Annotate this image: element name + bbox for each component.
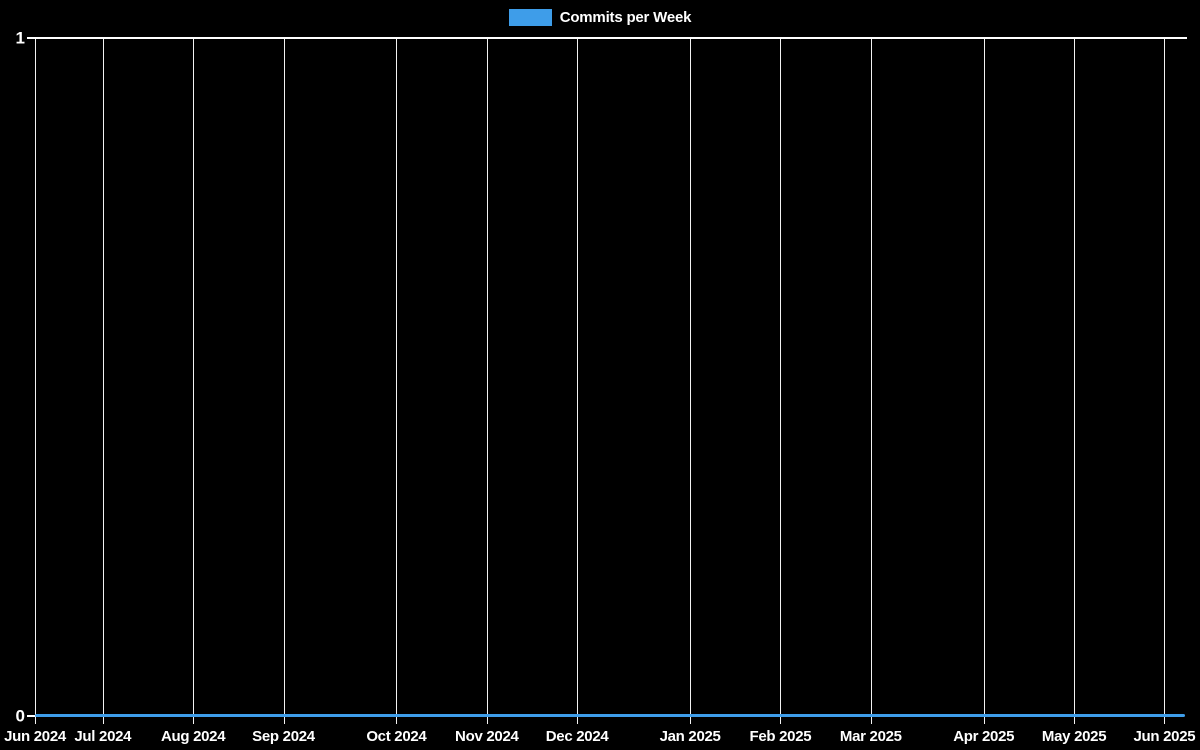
x-gridline <box>690 38 692 724</box>
x-axis-label: Jun 2025 <box>1133 728 1196 745</box>
x-gridline <box>870 38 872 724</box>
x-axis-label: Sep 2024 <box>252 728 315 745</box>
x-axis-label: Jan 2025 <box>659 728 721 745</box>
legend-label: Commits per Week <box>559 8 692 26</box>
x-gridline <box>780 38 782 724</box>
y-gridline-top <box>27 37 1187 39</box>
x-axis-label: Mar 2025 <box>839 728 902 745</box>
x-gridline <box>983 38 985 724</box>
x-axis-label: Oct 2024 <box>366 728 427 745</box>
x-axis-label: Dec 2024 <box>545 728 609 745</box>
x-gridline <box>102 38 104 724</box>
commits-data-line <box>35 714 1185 717</box>
y-axis-zero-tick <box>27 715 36 717</box>
x-axis-label: Jun 2024 <box>4 728 66 745</box>
x-gridline <box>1164 38 1166 724</box>
x-axis-label: Jul 2024 <box>74 728 132 745</box>
x-axis-label: May 2025 <box>1041 728 1107 745</box>
x-axis-label: Apr 2025 <box>953 728 1015 745</box>
x-axis-label: Feb 2025 <box>749 728 812 745</box>
x-axis-label: Nov 2024 <box>455 728 519 745</box>
x-gridline <box>193 38 195 724</box>
x-gridline <box>35 38 36 724</box>
x-gridline <box>486 38 488 724</box>
x-gridline <box>396 38 398 724</box>
y-axis-label-min: 0 <box>15 706 25 726</box>
legend-item-commits-per-week[interactable]: Commits per Week <box>0 4 1200 30</box>
x-gridline <box>1074 38 1076 724</box>
x-gridline <box>577 38 579 724</box>
y-axis-label-max: 1 <box>15 28 25 48</box>
x-gridline <box>283 38 285 724</box>
legend-swatch-icon <box>508 8 552 26</box>
x-axis-label: Aug 2024 <box>160 728 226 745</box>
